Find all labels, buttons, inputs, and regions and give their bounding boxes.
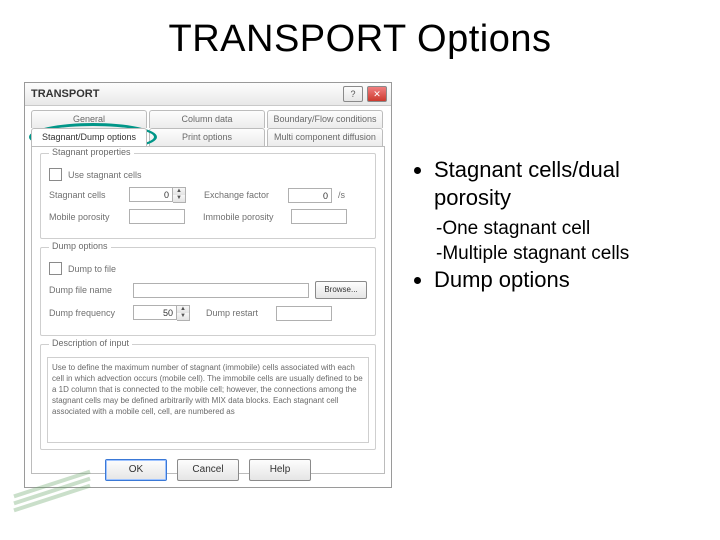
tab-page: Stagnant properties Use stagnant cells S… [31,146,385,474]
chevron-down-icon[interactable]: ▼ [173,195,185,202]
stagnant-cells-stepper[interactable]: 0 ▲▼ [129,187,186,203]
tab-print-options[interactable]: Print options [149,128,265,146]
exchange-factor-label: Exchange factor [204,190,282,200]
dialog-titlebar[interactable]: TRANSPORT ? ✕ [25,83,391,106]
transport-dialog: TRANSPORT ? ✕ General Column data Bounda… [24,82,392,488]
dump-to-file-checkbox[interactable] [49,262,62,275]
exchange-factor-input[interactable]: 0 [288,188,332,203]
mobile-porosity-input[interactable] [129,209,185,224]
browse-button[interactable]: Browse... [315,281,367,299]
ok-button[interactable]: OK [105,459,167,481]
group-description: Description of input Use to define the m… [40,344,376,450]
chevron-up-icon[interactable]: ▲ [177,306,189,313]
group-dump: Dump options Dump to file Dump file name… [40,247,376,336]
dump-restart-input[interactable] [276,306,332,321]
tab-column-data[interactable]: Column data [149,110,265,128]
chevron-down-icon[interactable]: ▼ [177,313,189,320]
dump-to-file-label: Dump to file [68,264,116,274]
bullet-sub-multiple: -Multiple stagnant cells [436,241,702,266]
help-titlebar-button[interactable]: ? [343,86,363,102]
tab-general[interactable]: General [31,110,147,128]
group-stagnant: Stagnant properties Use stagnant cells S… [40,153,376,239]
bullet-sub-one: -One stagnant cell [436,216,702,241]
bullet-dump: Dump options [434,266,702,294]
bullet-stagnant: Stagnant cells/dual porosity [434,156,702,212]
group-dump-title: Dump options [49,241,111,251]
dump-restart-label: Dump restart [206,308,270,318]
use-stagnant-label: Use stagnant cells [68,170,142,180]
dump-file-input[interactable] [133,283,309,298]
tab-row-1: General Column data Boundary/Flow condit… [25,106,391,128]
tab-boundary[interactable]: Boundary/Flow conditions [267,110,383,128]
dump-file-label: Dump file name [49,285,127,295]
watermark-icon [12,482,72,500]
exchange-unit: /s [338,190,345,200]
description-title: Description of input [49,338,132,348]
stagnant-cells-label: Stagnant cells [49,190,123,200]
slide-title: TRANSPORT Options [0,18,720,61]
dump-freq-input[interactable]: 50 [133,305,177,320]
cancel-button[interactable]: Cancel [177,459,239,481]
slide: TRANSPORT Options TRANSPORT ? ✕ General … [0,0,720,540]
chevron-up-icon[interactable]: ▲ [173,188,185,195]
stagnant-cells-input[interactable]: 0 [129,187,173,202]
dump-freq-stepper[interactable]: 50 ▲▼ [133,305,190,321]
dump-freq-label: Dump frequency [49,308,127,318]
group-stagnant-title: Stagnant properties [49,147,134,157]
dialog-title: TRANSPORT [29,88,99,100]
bullet-list: Stagnant cells/dual porosity -One stagna… [412,156,702,298]
tab-stagnant-dump[interactable]: Stagnant/Dump options [31,128,147,146]
help-button[interactable]: Help [249,459,311,481]
tab-row-2: Stagnant/Dump options Print options Mult… [25,128,391,146]
mobile-porosity-label: Mobile porosity [49,212,123,222]
immobile-porosity-label: Immobile porosity [203,212,285,222]
tab-multi-diffusion[interactable]: Multi component diffusion [267,128,383,146]
immobile-porosity-input[interactable] [291,209,347,224]
description-text: Use to define the maximum number of stag… [47,357,369,443]
close-icon[interactable]: ✕ [367,86,387,102]
use-stagnant-checkbox[interactable] [49,168,62,181]
